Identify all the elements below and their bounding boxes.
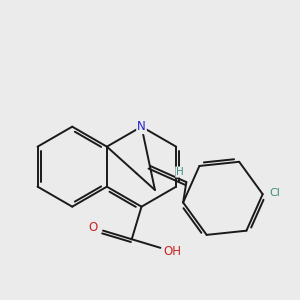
Text: H: H: [176, 167, 184, 177]
Text: O: O: [89, 221, 98, 234]
Text: Cl: Cl: [269, 188, 280, 198]
Text: N: N: [137, 120, 146, 133]
Text: OH: OH: [163, 245, 181, 258]
